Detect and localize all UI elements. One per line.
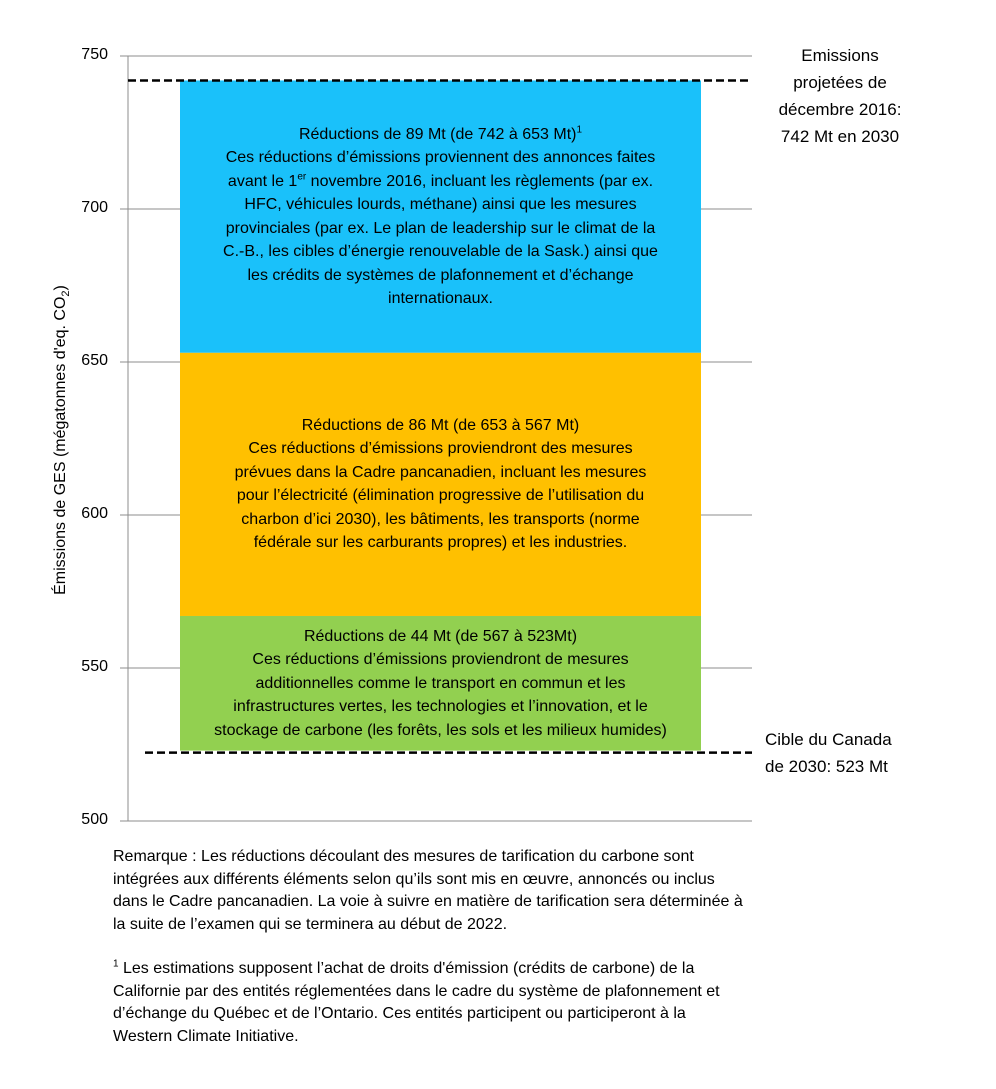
- segment-label-line: pour l’électricité (élimination progress…: [237, 484, 644, 508]
- bar-segment-3: [180, 615, 701, 751]
- remark-line: Remarque : Les réductions découlant des …: [113, 848, 694, 865]
- remark-line: la suite de l’examen qui se terminera au…: [113, 915, 508, 933]
- reference-label-line: projetées de: [793, 73, 887, 92]
- reference-label-line: décembre 2016:: [778, 100, 902, 119]
- segment-label-text: Réductions de 44 Mt (de 567 à 523Mt): [303, 627, 578, 645]
- y-axis-label-main: Émissions de GES (mégatonnes d'eq. CO: [51, 296, 69, 595]
- segment-label-line: Ces réductions d’émissions proviennent d…: [226, 146, 656, 170]
- segment-label-line: avant le 1er novembre 2016, incluant les…: [228, 170, 653, 194]
- segment-label-text: prévues dans la Cadre pancanadien, inclu…: [234, 463, 647, 481]
- segment-label-line: Réductions de 86 Mt (de 653 à 567 Mt): [302, 414, 580, 438]
- segment-label-text: Réductions de 89 Mt (de 742 à 653 Mt): [298, 125, 577, 143]
- segment-label-line: additionnelles comme le transport en com…: [256, 672, 626, 696]
- segment-label-text: HFC, véhicules lourds, méthane) ainsi qu…: [244, 196, 637, 214]
- segment-label-line: les crédits de systèmes de plafonnement …: [247, 264, 633, 288]
- segment-label-line: provinciales (par ex. Le plan de leaders…: [226, 217, 656, 241]
- segment-label-text: les crédits de systèmes de plafonnement …: [247, 266, 634, 284]
- segment-label-2: Réductions de 86 Mt (de 653 à 567 Mt) Ces…: [180, 353, 701, 616]
- segment-label-line: Ces réductions d’émissions proviendront …: [252, 648, 628, 672]
- footnote-text: Les estimations supposent l’achat de dro…: [118, 960, 695, 977]
- superscript: 1: [576, 124, 583, 136]
- y-tick-label: 700: [81, 199, 108, 216]
- y-tick-label: 500: [81, 811, 108, 828]
- segment-label-line: infrastructures vertes, les technologies…: [233, 695, 647, 719]
- y-tick-label: 750: [81, 46, 108, 63]
- footnote-marker: 1: [113, 958, 119, 970]
- reference-line-label: Cible du Canada de 2030: 523 Mt: [765, 726, 892, 780]
- segment-label-line: Réductions de 89 Mt (de 742 à 653 Mt)1: [299, 123, 582, 147]
- segment-label-line: charbon d’ici 2030), les bâtiments, les …: [241, 508, 639, 532]
- reference-line-label: Emissions projetées de décembre 2016: 742 M…: [760, 42, 920, 150]
- remark-line: intégrées aux différents éléments selon …: [113, 870, 715, 888]
- y-axis-label-end: ): [51, 285, 69, 291]
- segment-label-text: novembre 2016, incluant les règlements (…: [306, 172, 654, 190]
- remark-line: dans le Cadre pancanadien. La voie à sui…: [113, 893, 743, 910]
- y-axis-label: Émissions de GES (mégatonnes d'eq. CO2): [52, 285, 72, 595]
- segment-label-text: Ces réductions d’émissions proviendront …: [248, 440, 633, 458]
- segment-label-text: pour l’électricité (élimination progress…: [236, 487, 645, 505]
- segment-label-3: Réductions de 44 Mt (de 567 à 523Mt) Ces …: [180, 616, 701, 751]
- y-tick-label: 600: [81, 505, 108, 522]
- segment-label-text: Réductions de 86 Mt (de 653 à 567 Mt): [301, 416, 580, 434]
- segment-label-text: internationaux.: [388, 290, 493, 308]
- segment-label-line: Ces réductions d’émissions proviendront …: [248, 437, 632, 461]
- segment-label-line: Réductions de 44 Mt (de 567 à 523Mt): [304, 625, 577, 649]
- segment-label-text: charbon d’ici 2030), les bâtiments, les …: [241, 510, 640, 528]
- footnote-line: d’échange du Québec et de l’Ontario. Ces…: [113, 1005, 686, 1022]
- segment-label-line: HFC, véhicules lourds, méthane) ainsi qu…: [244, 193, 636, 217]
- segment-label-line: stockage de carbone (les forêts, les sol…: [214, 719, 667, 743]
- reference-label-line: de 2030: 523 Mt: [765, 757, 888, 776]
- segment-label-text: C.-B., les cibles d’énergie renouvelable…: [223, 243, 658, 261]
- bar-segment-2: [180, 352, 701, 616]
- segment-label-text: Ces réductions d’émissions proviennent d…: [225, 149, 656, 167]
- footnote-line: Western Climate Initiative.: [113, 1027, 299, 1045]
- segment-label-line: fédérale sur les carburants propres) et …: [254, 531, 628, 555]
- segment-label-line: internationaux.: [388, 287, 493, 311]
- segment-label-line: C.-B., les cibles d’énergie renouvelable…: [223, 240, 658, 264]
- remark: Remarque : Les réductions découlant des …: [113, 846, 743, 936]
- notes: Remarque : Les réductions découlant des …: [113, 846, 743, 1048]
- superscript: er: [297, 171, 307, 183]
- footnote-line: Californie par des entités réglementées …: [113, 982, 720, 1000]
- segment-label-text: Ces réductions d’émissions proviendront …: [252, 651, 629, 669]
- bar-segment-1: [180, 80, 701, 353]
- segment-label-text: fédérale sur les carburants propres) et …: [253, 534, 628, 552]
- reference-label-line: Emissions: [801, 46, 879, 65]
- reference-label-line: 742 Mt en 2030: [780, 127, 900, 146]
- segment-label-text: avant le 1: [227, 172, 298, 190]
- y-tick-label: 650: [81, 352, 108, 369]
- footnote-line: 1 Les estimations supposent l’achat de d…: [113, 958, 743, 981]
- segment-label-text: infrastructures vertes, les technologies…: [233, 698, 648, 716]
- segment-label-1: Réductions de 89 Mt (de 742 à 653 Mt)1 Ce…: [180, 80, 701, 352]
- y-tick-label: 550: [81, 658, 108, 675]
- reference-label-line: Cible du Canada: [765, 730, 892, 749]
- segment-label-text: provinciales (par ex. Le plan de leaders…: [225, 219, 656, 237]
- y-axis-label-subscript: 2: [60, 290, 73, 297]
- segment-label-text: additionnelles comme le transport en com…: [255, 674, 626, 692]
- footnote: 1 Les estimations supposent l’achat de d…: [113, 958, 743, 1048]
- chart-area: [120, 55, 752, 822]
- segment-label-text: stockage de carbone (les forêts, les sol…: [214, 721, 667, 739]
- segment-label-line: prévues dans la Cadre pancanadien, inclu…: [235, 461, 647, 485]
